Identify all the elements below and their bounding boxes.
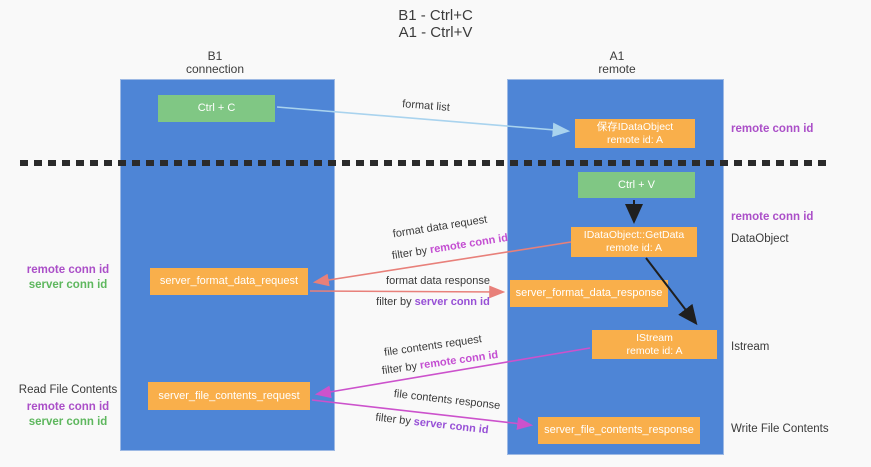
server-file-contents-response-label: server_file_contents_response — [544, 424, 694, 436]
right-write-file-contents-label: Write File Contents — [731, 423, 829, 435]
node-server-file-contents-request: server_file_contents_request — [148, 382, 310, 410]
node-istream: IStream remote id: A — [592, 330, 717, 359]
getdata-line2: remote id: A — [605, 242, 663, 254]
column-a1-name: A1 — [609, 49, 625, 63]
server-file-contents-request-label: server_file_contents_request — [158, 389, 300, 402]
dashed-separator — [20, 160, 830, 166]
right-dataobject-label: DataObject — [731, 233, 789, 245]
title-line-1: B1 - Ctrl+C — [398, 7, 473, 24]
diagram-title: B1 - Ctrl+C A1 - Ctrl+V — [0, 7, 871, 41]
left-server-conn-id-1: server conn id — [28, 279, 108, 291]
node-server-format-data-response: server_format_data_response — [510, 280, 668, 307]
label-filter-server-2: filter by server conn id — [374, 411, 490, 437]
node-idataobject-getdata: IDataObject::GetData remote id: A — [571, 227, 697, 257]
node-server-file-contents-response: server_file_contents_response — [538, 417, 700, 444]
left-remote-conn-id-2: remote conn id — [26, 401, 110, 413]
node-ctrl-c: Ctrl + C — [158, 95, 275, 122]
istream-line2: remote id: A — [626, 344, 683, 357]
save-idataobject-line1: 保存IDataObject — [596, 120, 674, 133]
right-remote-conn-id-2: remote conn id — [731, 211, 814, 223]
node-save-idataobject: 保存IDataObject remote id: A — [575, 119, 695, 148]
getdata-line1: IDataObject::GetData — [583, 229, 685, 241]
title-line-2: A1 - Ctrl+V — [398, 24, 473, 41]
server-format-data-response-label: server_format_data_response — [515, 287, 663, 299]
node-server-format-data-request: server_format_data_request — [150, 268, 308, 295]
arrow-format-data-response — [309, 285, 506, 299]
label-format-data-response: format data response — [386, 275, 490, 287]
right-istream-label: Istream — [731, 341, 770, 353]
istream-line1: IStream — [636, 331, 673, 344]
left-read-file-contents-label: Read File Contents — [18, 384, 118, 396]
right-remote-conn-id-1: remote conn id — [731, 123, 814, 135]
ctrl-c-label: Ctrl + C — [197, 102, 236, 114]
node-ctrl-v: Ctrl + V — [578, 172, 695, 198]
column-b1-name: B1 — [207, 49, 223, 63]
save-idataobject-line2: remote id: A — [606, 133, 664, 146]
column-b1-subtitle: connection — [185, 62, 245, 76]
column-header-a1: A1 remote — [557, 50, 677, 76]
left-server-conn-id-2: server conn id — [28, 416, 108, 428]
column-header-b1: B1 connection — [155, 50, 275, 76]
label-format-list: format list — [401, 98, 451, 114]
left-remote-conn-id-1: remote conn id — [26, 264, 110, 276]
column-a1-subtitle: remote — [598, 62, 636, 76]
label-filter-server-1: filter by server conn id — [376, 296, 490, 308]
ctrl-v-label: Ctrl + V — [618, 178, 655, 191]
server-format-data-request-label: server_format_data_request — [159, 275, 299, 287]
